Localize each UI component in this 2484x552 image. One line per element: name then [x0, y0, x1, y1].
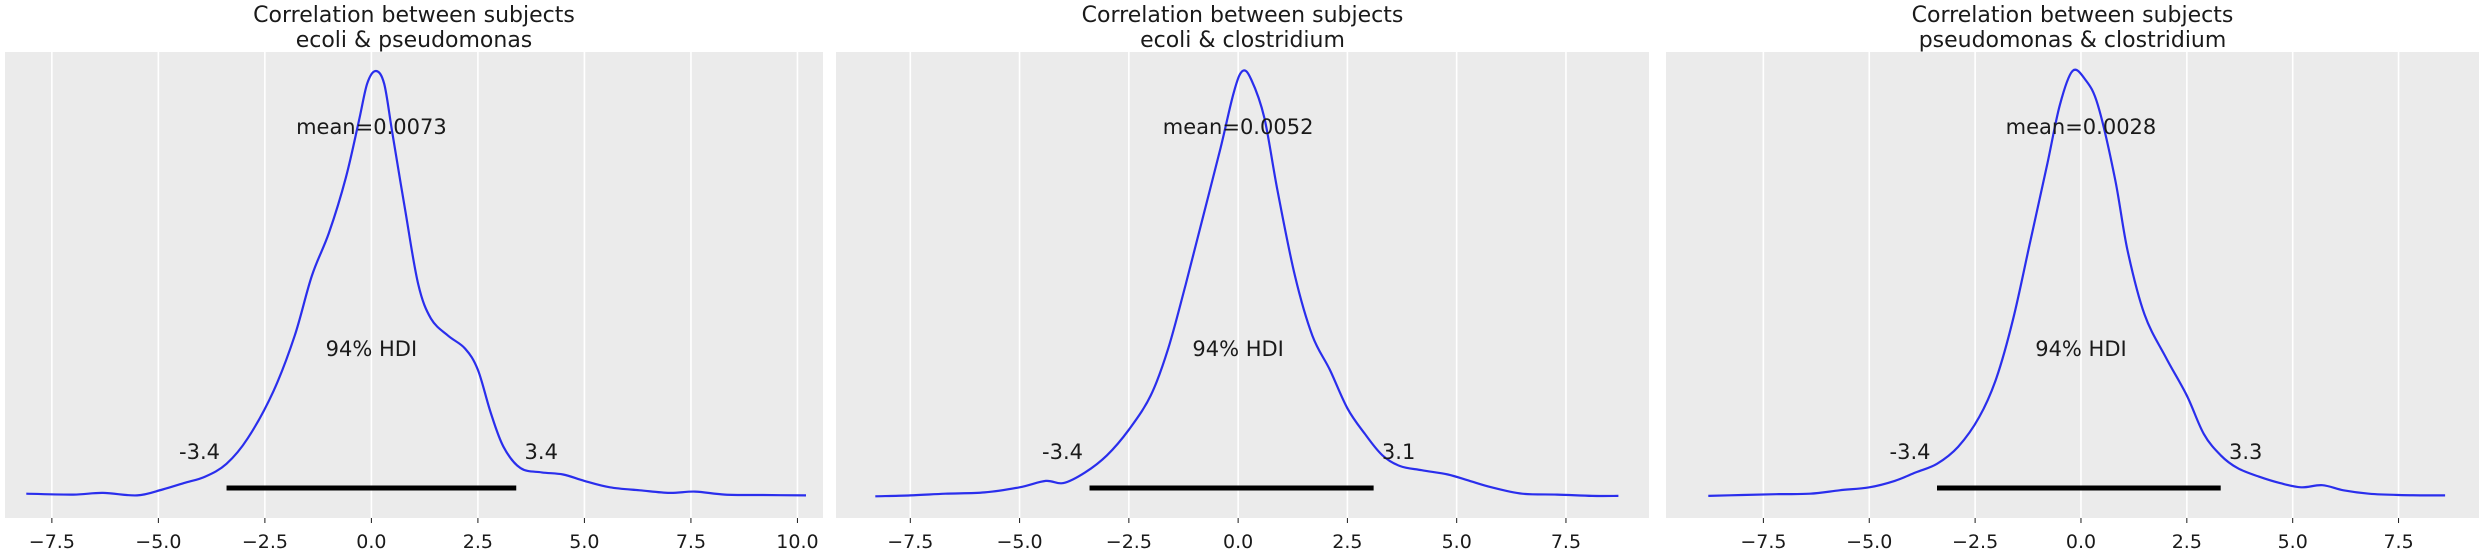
x-tick-label: 2.5	[463, 531, 493, 552]
hdi-low-label: -3.4	[179, 440, 220, 464]
mean-label: mean=0.0073	[296, 115, 447, 139]
x-tick-label: −7.5	[1740, 531, 1786, 552]
hdi-label: 94% HDI	[1192, 337, 1284, 361]
hdi-high-label: 3.3	[2229, 440, 2262, 464]
panel-2: −7.5 −5.0 −2.5 0.0 2.5 5.0 7.5 Correlation betw…	[836, 3, 1649, 552]
plot-background	[836, 52, 1649, 518]
hdi-low-label: -3.4	[1042, 440, 1083, 464]
x-tick-label: 5.0	[569, 531, 599, 552]
x-tick-label: 5.0	[2278, 531, 2308, 552]
x-tick-label: 0.0	[2066, 531, 2096, 552]
chart-subtitle: ecoli & clostridium	[1140, 28, 1345, 53]
x-tick-label: 0.0	[1223, 531, 1253, 552]
x-tick-label: −7.5	[29, 531, 75, 552]
mean-label: mean=0.0052	[1163, 115, 1314, 139]
density-curve	[26, 69, 807, 497]
density-curve	[1708, 68, 2446, 497]
x-tick-label: −5.0	[135, 531, 181, 552]
hdi-label: 94% HDI	[2035, 337, 2127, 361]
x-tick-label: −5.0	[997, 531, 1043, 552]
chart-subtitle: pseudomonas & clostridium	[1919, 28, 2227, 53]
chart-title: Correlation between subjects	[1082, 3, 1404, 28]
hdi-label: 94% HDI	[326, 337, 418, 361]
x-tick-label: −5.0	[1846, 531, 1892, 552]
hdi-high-label: 3.1	[1382, 440, 1415, 464]
x-tick-label: 10.0	[776, 531, 818, 552]
x-tick-label: 7.5	[676, 531, 706, 552]
panel-1: −7.5 −5.0 −2.5 0.0 2.5 5.0 7.5 10.0 Correlation …	[5, 3, 823, 552]
x-tick-label: 2.5	[1332, 531, 1362, 552]
x-tick-label: −7.5	[887, 531, 933, 552]
density-curve	[875, 69, 1619, 498]
x-tick-label: 2.5	[2172, 531, 2202, 552]
plot-background	[5, 52, 823, 518]
hdi-low-label: -3.4	[1890, 440, 1931, 464]
panel-3: −7.5 −5.0 −2.5 0.0 2.5 5.0 7.5 Correlation betw…	[1666, 3, 2479, 552]
mean-label: mean=0.0028	[2006, 115, 2157, 139]
x-tick-label: 0.0	[356, 531, 386, 552]
x-tick-label: −2.5	[1952, 531, 1998, 552]
chart-title: Correlation between subjects	[253, 3, 575, 28]
x-tick-label: −2.5	[1106, 531, 1152, 552]
plot-background	[1666, 52, 2479, 518]
chart-title: Correlation between subjects	[1912, 3, 2234, 28]
x-tick-label: −2.5	[242, 531, 288, 552]
x-tick-label: 5.0	[1442, 531, 1472, 552]
x-tick-label: 7.5	[1551, 531, 1581, 552]
chart-subtitle: ecoli & pseudomonas	[296, 28, 533, 53]
x-tick-label: 7.5	[2383, 531, 2413, 552]
hdi-high-label: 3.4	[525, 440, 558, 464]
